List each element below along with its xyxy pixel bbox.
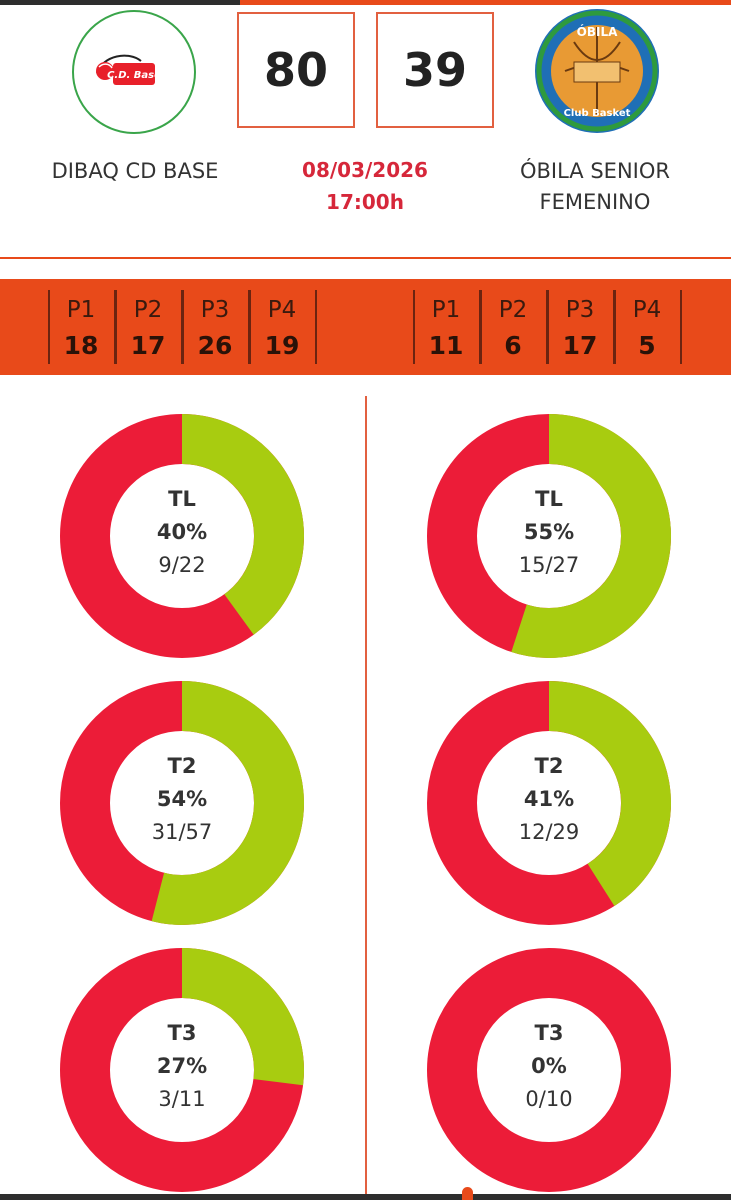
quarter-label: P1 <box>431 297 461 323</box>
quarter-label: P4 <box>267 297 297 323</box>
home-quarter-2: P2 17 <box>115 290 183 364</box>
donut-label: TL <box>535 487 563 511</box>
missed-shots-segment <box>427 948 671 1192</box>
svg-text:C.D. Base: C.D. Base <box>107 70 161 81</box>
quarter-label: P3 <box>200 297 230 323</box>
quarter-label: P3 <box>565 297 595 323</box>
made-shots-segment <box>548 681 671 906</box>
away-t3-donut: T3 0% 0/10 <box>424 945 674 1195</box>
home-t3-donut: T3 27% 3/11 <box>57 945 307 1195</box>
away-quarter-4: P4 5 <box>614 290 682 364</box>
donut-chart <box>60 414 304 658</box>
donut-percent: 54% <box>156 787 208 811</box>
quarter-value: 19 <box>264 331 300 360</box>
top-strip-dark <box>0 0 240 5</box>
scroll-indicator[interactable] <box>462 1187 473 1200</box>
quarter-scores-bar: P1 18 P2 17 P3 26 P4 19 P1 11 P2 6 P3 17… <box>0 279 731 375</box>
away-quarter-2: P2 6 <box>480 290 548 364</box>
home-logo-graphic: C.D. Base <box>96 54 161 85</box>
home-tl-donut: TL 40% 9/22 <box>57 411 307 661</box>
away-tl-donut: TL 55% 15/27 <box>424 411 674 661</box>
donut-ratio: 9/22 <box>158 553 206 577</box>
home-team-logo[interactable]: C.D. Base <box>72 10 196 134</box>
donut-ratio: 12/29 <box>518 820 580 844</box>
match-time: 17:00h <box>326 190 404 214</box>
bottom-strip <box>0 1194 731 1200</box>
svg-text:Club Basket: Club Basket <box>564 108 631 119</box>
donut-chart <box>427 414 671 658</box>
quarter-label: P2 <box>498 297 528 323</box>
donut-ratio: 3/11 <box>158 1087 206 1111</box>
donut-ratio: 0/10 <box>525 1087 573 1111</box>
donut-label: T3 <box>167 1021 197 1045</box>
quarter-value: 11 <box>428 331 464 360</box>
made-shots-segment <box>511 414 671 658</box>
top-strip-orange <box>240 0 731 5</box>
away-score: 39 <box>376 12 494 128</box>
home-quarter-4: P4 19 <box>249 290 317 364</box>
donut-percent: 55% <box>523 520 575 544</box>
quarter-label: P4 <box>632 297 662 323</box>
home-team-name: DIBAQ CD BASE <box>51 159 219 183</box>
home-score: 80 <box>237 12 355 128</box>
donut-ratio: 15/27 <box>518 553 580 577</box>
quarter-value: 5 <box>638 331 656 360</box>
match-date: 08/03/2026 <box>302 158 428 182</box>
donut-chart <box>427 948 671 1192</box>
home-quarter-1: P1 18 <box>48 290 116 364</box>
quarter-value: 18 <box>63 331 99 360</box>
header-separator <box>0 257 731 259</box>
home-t2-donut: T2 54% 31/57 <box>57 678 307 928</box>
quarter-value: 17 <box>130 331 166 360</box>
teams-divider <box>365 396 367 1196</box>
donut-chart <box>60 681 304 925</box>
made-shots-segment <box>181 948 304 1086</box>
donut-chart <box>427 681 671 925</box>
top-strip <box>0 0 731 5</box>
home-quarter-3: P3 26 <box>182 290 250 364</box>
donut-percent: 41% <box>523 787 575 811</box>
made-shots-segment <box>151 681 304 925</box>
donut-label: T2 <box>167 754 197 778</box>
away-quarter-1: P1 11 <box>413 290 481 364</box>
made-shots-segment <box>181 414 304 635</box>
donut-percent: 27% <box>156 1054 208 1078</box>
away-logo-graphic: ÓBILA Club Basket <box>535 9 659 133</box>
away-quarter-3: P3 17 <box>547 290 615 364</box>
quarter-value: 26 <box>197 331 233 360</box>
donut-percent: 40% <box>156 520 208 544</box>
quarter-label: P1 <box>66 297 96 323</box>
away-team-name: ÓBILA SENIOR FEMENINO <box>520 159 670 214</box>
quarter-value: 17 <box>562 331 598 360</box>
quarter-value: 6 <box>504 331 522 360</box>
svg-text:ÓBILA: ÓBILA <box>577 24 618 39</box>
donut-label: T3 <box>534 1021 564 1045</box>
away-t2-donut: T2 41% 12/29 <box>424 678 674 928</box>
quarter-label: P2 <box>133 297 163 323</box>
donut-ratio: 31/57 <box>151 820 213 844</box>
donut-label: T2 <box>534 754 564 778</box>
donut-percent: 0% <box>531 1054 567 1078</box>
donut-label: TL <box>168 487 196 511</box>
donut-chart <box>60 948 304 1192</box>
away-team-logo[interactable]: ÓBILA Club Basket <box>534 8 660 134</box>
